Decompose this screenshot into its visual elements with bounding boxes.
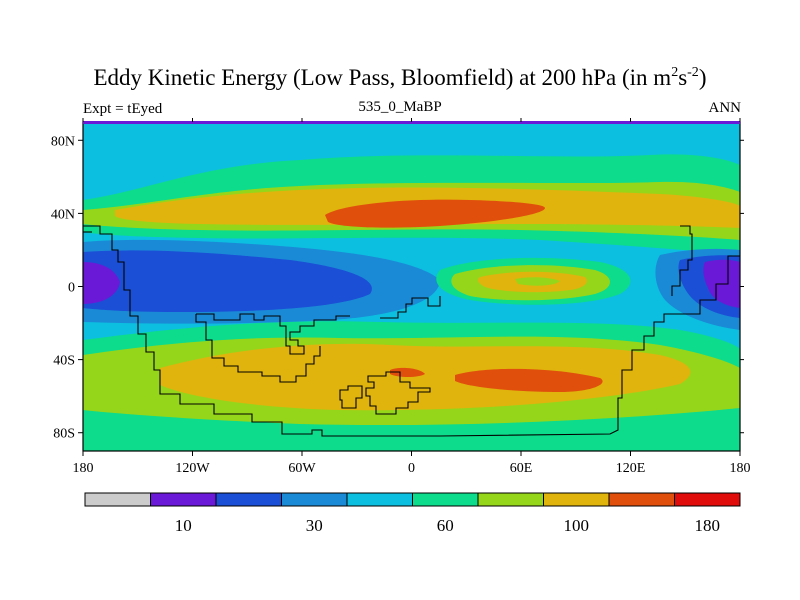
- map-top-band: [83, 121, 740, 124]
- x-tick-label: 60E: [510, 461, 533, 476]
- experiment-label: Expt = tEyed: [83, 101, 163, 117]
- chart-title: Eddy Kinetic Energy (Low Pass, Bloomfiel…: [93, 65, 707, 90]
- y-tick-label: 80S: [53, 427, 75, 442]
- y-tick-label: 80N: [51, 134, 75, 149]
- x-tick-label: 60W: [288, 461, 316, 476]
- axis-labels: 180 120W 60W 0 60E 120E 180 80N 40N 0 40S 80S: [51, 134, 751, 476]
- field-contour-sh-strong: [160, 343, 691, 411]
- coastline-outlines: [83, 225, 740, 437]
- colorbar-box: [346, 492, 413, 507]
- colorbar-box: [674, 492, 741, 507]
- coastline-africa-north: [380, 296, 441, 319]
- y-tick-label: 40S: [53, 354, 75, 369]
- axis-ticks: [78, 118, 744, 456]
- field-contour-tropics-west-min: [83, 250, 372, 312]
- coastline-antarctic-inlet: [365, 371, 431, 415]
- colorbar: 10 30 60 100 180: [84, 492, 741, 535]
- coastline-south-america: [196, 313, 350, 355]
- colorbar-box: [477, 492, 544, 507]
- coastline-americas: [83, 225, 740, 437]
- colorbar-box: [412, 492, 479, 507]
- y-tick-label: 0: [68, 281, 75, 296]
- field-contour-sh-core-west: [390, 367, 425, 377]
- coastline-australia: [339, 385, 363, 409]
- x-tick-label: 180: [730, 461, 751, 476]
- y-tick-label: 40N: [51, 207, 75, 222]
- colorbar-box: [543, 492, 610, 507]
- x-tick-label: 120W: [175, 461, 210, 476]
- field-contour-sh-core-east: [455, 368, 603, 392]
- colorbar-box: [150, 492, 217, 507]
- colorbar-label: 100: [564, 516, 590, 535]
- chart-subtitle: 535_0_MaBP: [358, 99, 442, 115]
- season-label: ANN: [708, 100, 742, 116]
- colorbar-label: 180: [695, 516, 721, 535]
- colorbar-box: [608, 492, 675, 507]
- colorbar-box: [215, 492, 282, 507]
- map-area: [83, 122, 740, 451]
- coastline-east-asia: [671, 225, 693, 296]
- colorbar-box: [281, 492, 348, 507]
- field-contour-nh-core: [325, 199, 545, 228]
- field-contour-tropics-west-core: [83, 262, 120, 304]
- colorbar-label: 30: [306, 516, 323, 535]
- field-contour-eq-ring-center: [515, 277, 560, 286]
- colorbar-box: [84, 492, 151, 507]
- colorbar-label: 60: [437, 516, 454, 535]
- colorbar-label: 10: [175, 516, 192, 535]
- coastline-south-america-cone: [195, 314, 321, 383]
- x-tick-label: 180: [73, 461, 94, 476]
- x-tick-label: 120E: [616, 461, 646, 476]
- x-tick-label: 0: [408, 461, 415, 476]
